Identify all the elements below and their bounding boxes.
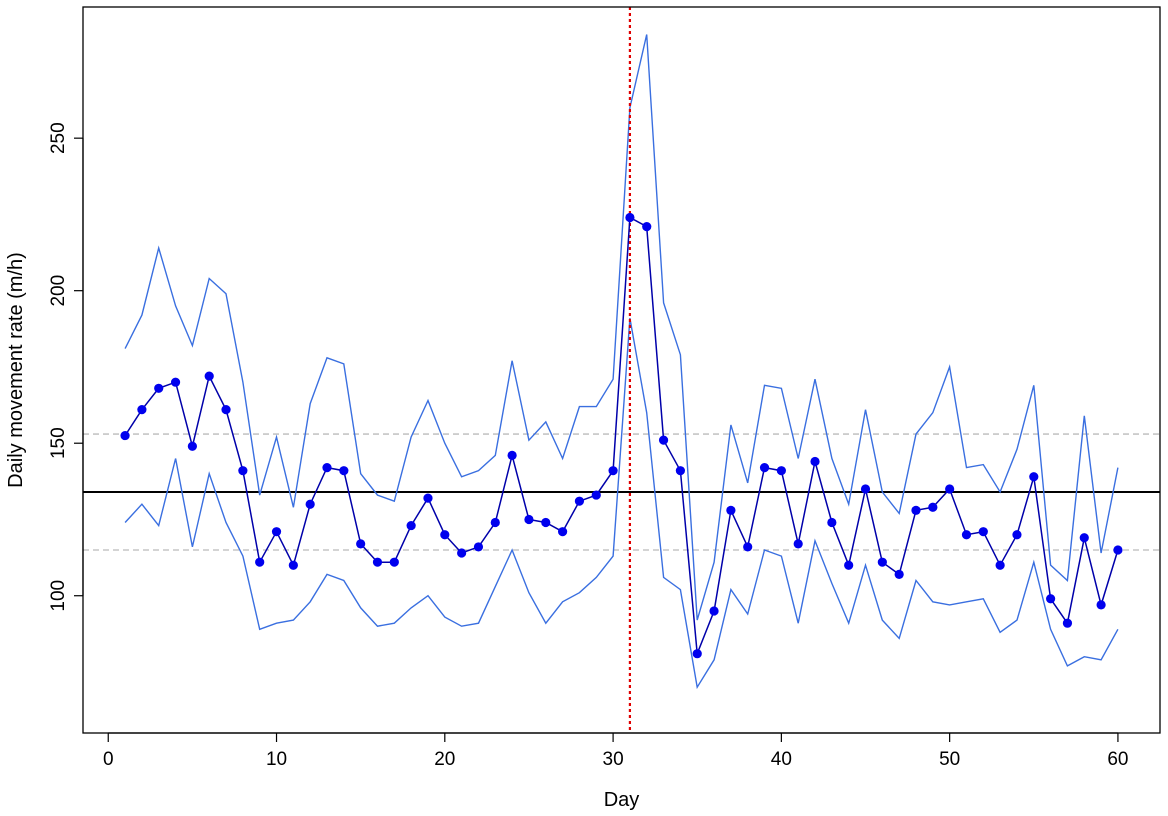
mean-point: [137, 405, 147, 415]
y-tick-label: 250: [48, 122, 69, 154]
mean-point: [406, 520, 416, 531]
confidence-band-lines: [124, 34, 1119, 690]
mean-point: [978, 527, 988, 537]
x-tick-label: 20: [434, 749, 455, 770]
x-tick-label: 50: [939, 749, 960, 770]
mean-point: [776, 466, 786, 476]
mean-point: [591, 490, 601, 500]
mean-point: [271, 527, 282, 537]
mean-point: [507, 450, 517, 461]
mean-point: [1113, 545, 1123, 555]
mean-point: [1012, 530, 1022, 540]
plot-frame: [82, 6, 1161, 734]
mean-point: [1096, 600, 1106, 610]
mean-point: [473, 542, 484, 552]
x-tick-label: 10: [266, 749, 287, 770]
mean-point: [709, 606, 719, 616]
mean-point: [827, 517, 837, 528]
mean-point: [1079, 533, 1089, 543]
mean-point: [658, 435, 669, 445]
y-axis: 100 150 200 250: [48, 122, 84, 612]
mean-point: [490, 517, 500, 528]
mean-point: [945, 484, 955, 494]
mean-point: [238, 466, 248, 476]
mean-point: [642, 222, 652, 232]
mean-point: [860, 484, 871, 494]
mean-point: [844, 560, 854, 570]
mean-point: [877, 557, 887, 567]
mean-series: [120, 212, 1123, 659]
mean-point: [440, 530, 450, 540]
mean-point: [372, 557, 383, 567]
mean-point: [524, 514, 534, 525]
mean-point: [423, 493, 433, 503]
mean-point: [457, 548, 467, 558]
y-tick-label: 200: [48, 275, 69, 307]
mean-point: [759, 463, 770, 473]
mean-point: [221, 405, 231, 415]
mean-point: [288, 560, 298, 570]
mean-point: [625, 212, 635, 223]
mean-point: [726, 505, 736, 515]
mean-point: [170, 377, 181, 387]
mean-point: [810, 456, 820, 467]
upper-bound-line: [124, 34, 1119, 621]
x-axis-title: Day: [604, 789, 640, 811]
x-tick-label: 0: [103, 749, 114, 770]
mean-point: [339, 466, 349, 476]
mean-point: [894, 569, 904, 579]
mean-point: [675, 466, 685, 476]
mean-point: [322, 463, 332, 473]
mean-point: [558, 527, 568, 537]
mean-point: [541, 517, 551, 528]
mean-point: [356, 539, 366, 549]
x-tick-label: 40: [771, 749, 792, 770]
y-tick-label: 100: [48, 580, 69, 612]
mean-point: [1046, 594, 1056, 604]
mean-point: [255, 557, 265, 567]
x-axis: 0 10 20 30 40 50 60: [103, 732, 1129, 770]
mean-point: [1062, 618, 1073, 628]
mean-point: [574, 496, 585, 506]
mean-point: [187, 441, 197, 451]
mean-point: [389, 557, 399, 567]
mean-point: [608, 466, 618, 476]
mean-line: [124, 216, 1119, 654]
lower-bound-line: [124, 317, 1119, 690]
y-tick-label: 150: [48, 427, 69, 459]
mean-point: [692, 649, 702, 659]
mean-point: [1029, 472, 1039, 482]
reference-lines: [83, 433, 1160, 551]
mean-point: [743, 542, 753, 552]
mean-point: [961, 530, 972, 540]
x-tick-label: 30: [603, 749, 624, 770]
mean-point: [204, 371, 214, 381]
x-tick-label: 60: [1107, 749, 1128, 770]
mean-point: [154, 383, 164, 393]
mean-point: [305, 499, 315, 509]
y-axis-title: Daily movement rate (m/h): [5, 252, 27, 488]
mean-point: [995, 560, 1005, 570]
mean-point: [120, 430, 130, 441]
mean-point: [793, 539, 803, 549]
mean-point: [911, 505, 921, 515]
mean-point: [928, 502, 938, 512]
